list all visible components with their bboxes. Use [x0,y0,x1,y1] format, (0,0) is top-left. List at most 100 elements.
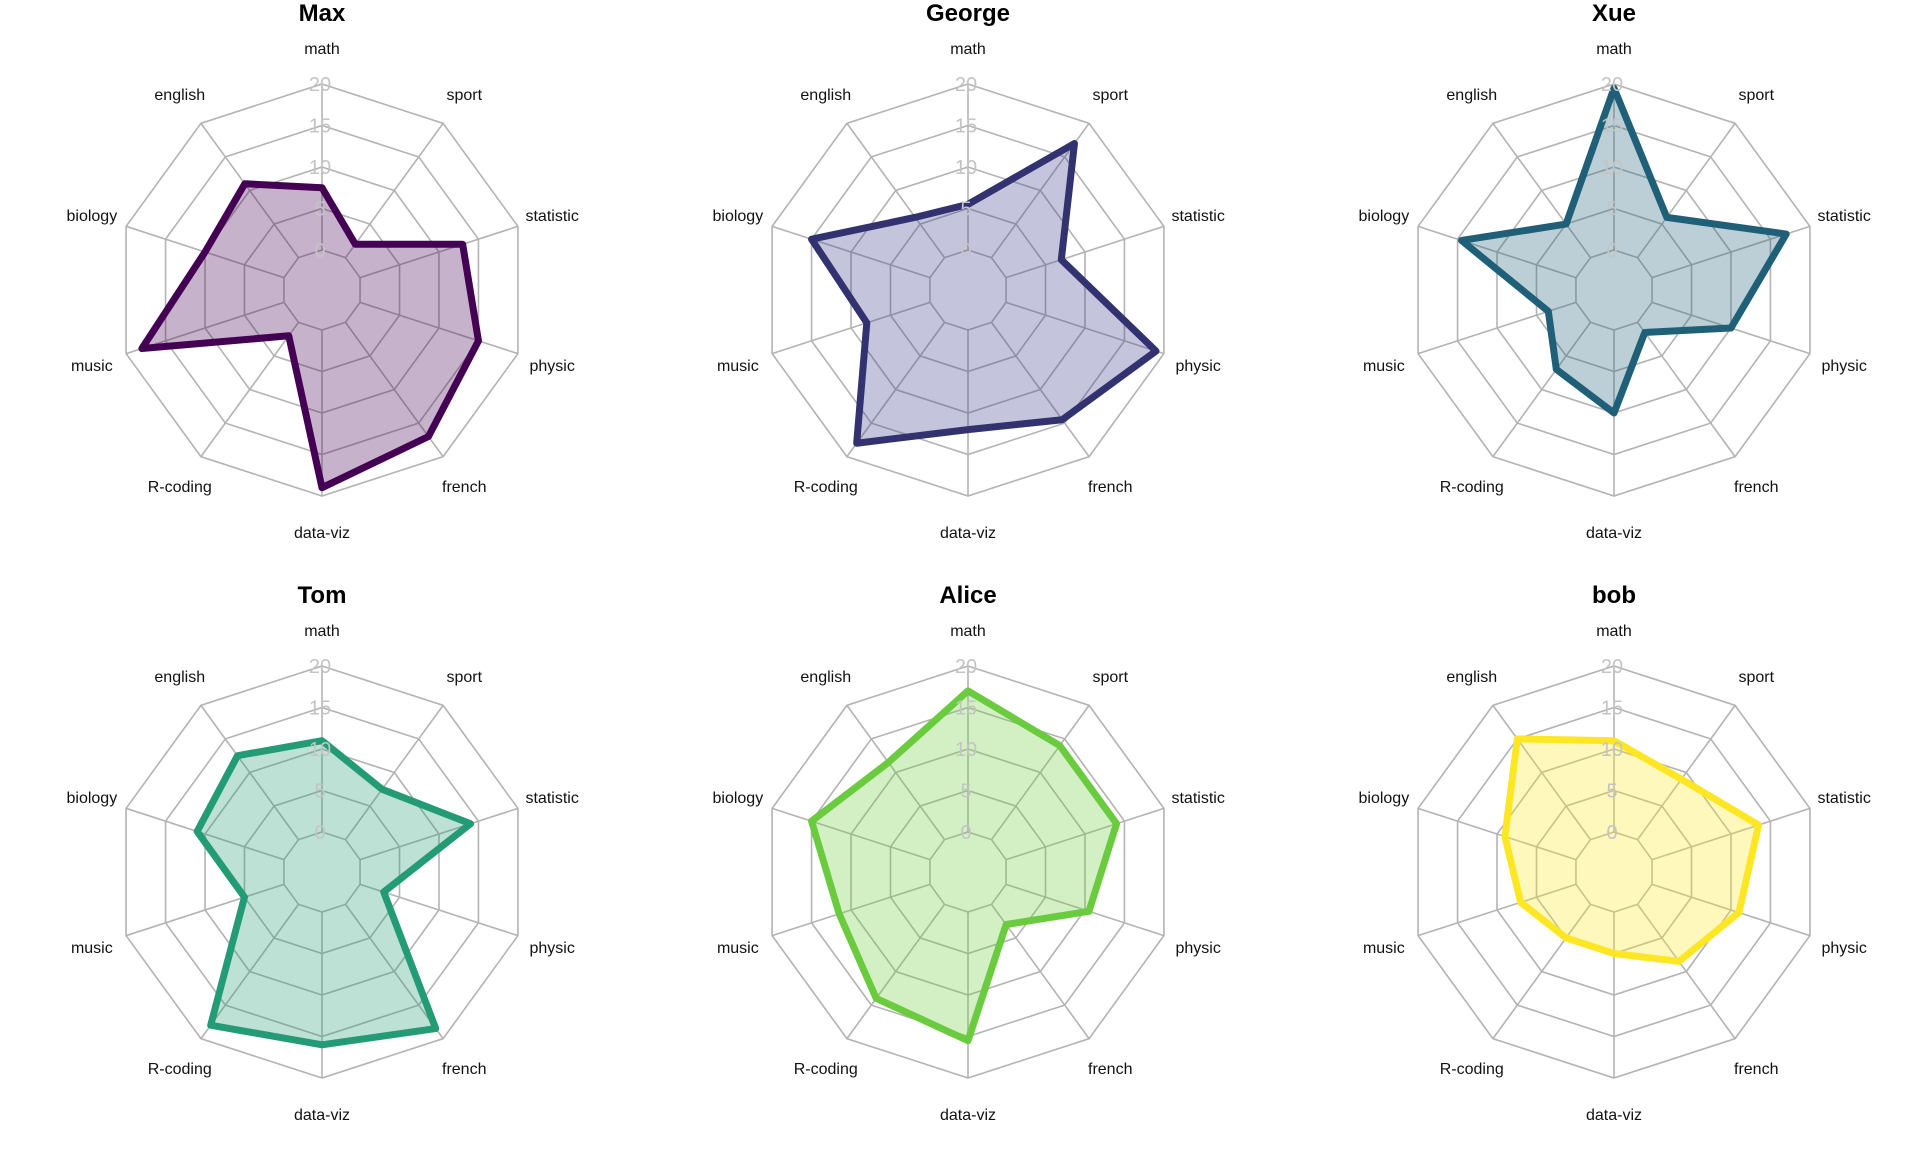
axis-label: english [1446,669,1497,686]
grid-spoke [359,301,519,355]
axis-label: physic [529,940,574,957]
axis-label: R-coding [794,1061,858,1078]
tick-label: 20 [309,656,331,678]
grid-spoke [846,704,946,841]
axis-label: data-viz [294,1107,350,1124]
tick-label: 5 [314,199,325,221]
axis-label: R-coding [1440,1061,1504,1078]
grid-spoke [1636,122,1736,259]
axis-label: music [71,358,113,375]
series-line [193,737,475,1049]
axis-label: math [1596,41,1632,58]
grid-spoke [344,903,444,1040]
axis-label: sport [1092,87,1128,104]
axis-label: math [950,41,986,58]
grid-spoke [344,704,444,841]
axis-label: physic [1175,940,1220,957]
grid-spoke [200,903,300,1040]
axis-label: statistic [1171,208,1224,225]
axis-label: biology [712,790,763,807]
axis-label: data-viz [940,525,996,542]
grid-spoke [1492,321,1592,458]
chart-title: Xue [1592,0,1636,27]
axis-label: english [154,87,205,104]
tick-label: 15 [1601,116,1623,138]
axis-label: biology [1358,208,1409,225]
axis-label: math [950,623,986,640]
axis-label: music [71,940,113,957]
axis-label: physic [529,358,574,375]
tick-label: 15 [309,698,331,720]
axis-label: R-coding [148,479,212,496]
grid-spoke [1417,225,1577,279]
grid-spoke [1492,903,1592,1040]
grid-spoke [1005,301,1165,355]
tick-label: 0 [1606,240,1617,262]
tick-label: 0 [960,240,971,262]
tick-label: 0 [1606,822,1617,844]
axis-label: math [304,623,340,640]
axis-label: R-coding [794,479,858,496]
series-area [141,183,479,488]
tick-label: 10 [955,739,977,761]
chart-title: Tom [298,582,347,609]
tick-label: 5 [960,199,971,221]
axis-label: sport [1738,669,1774,686]
grid-spoke [846,903,946,1040]
tick-label: 5 [960,781,971,803]
grid-spoke [1636,903,1736,1040]
series-area [197,740,471,1045]
radar-chart-bob: 0 5 10 15 20 math sport statistic physic french da… [1358,582,1870,1124]
axis-label: biology [712,208,763,225]
grid-spoke [1636,704,1736,841]
axis-label: statistic [525,208,578,225]
radar-chart-max: 0 5 10 15 20 math sport statistic physic french da… [66,0,578,542]
axis-label: physic [1821,358,1866,375]
grid-spoke [771,807,931,861]
grid-spoke [846,122,946,259]
axis-label: sport [446,87,482,104]
grid-spoke [771,225,931,279]
series-line [138,180,482,492]
radar-chart-alice: 0 5 10 15 20 math sport statistic physic french da… [712,582,1224,1124]
grid-spoke [990,321,1090,458]
axis-label: data-viz [940,1107,996,1124]
axis-label: data-viz [294,525,350,542]
series-line [1457,84,1790,417]
tick-label: 10 [309,157,331,179]
grid-spoke [1492,122,1592,259]
axis-label: music [1363,358,1405,375]
axis-label: R-coding [1440,479,1504,496]
radar-chart-george: 0 5 10 15 20 math sport statistic physic french da… [712,0,1224,542]
grid-spoke [846,321,946,458]
tick-label: 20 [1601,74,1623,96]
tick-label: 20 [955,656,977,678]
series-line [1501,735,1763,965]
axis-label: statistic [1817,208,1870,225]
axis-label: biology [1358,790,1409,807]
axis-label: data-viz [1586,1107,1642,1124]
tick-label: 15 [955,698,977,720]
axis-label: music [717,358,759,375]
tick-label: 20 [1601,656,1623,678]
grid-spoke [200,321,300,458]
radar-chart-xue: 0 5 10 15 20 math sport statistic physic french da… [1358,0,1870,542]
chart-title: Alice [939,582,996,609]
grid-spoke [200,704,300,841]
axis-label: statistic [1817,790,1870,807]
tick-label: 20 [309,74,331,96]
axis-label: R-coding [148,1061,212,1078]
radar-chart-tom: 0 5 10 15 20 math sport statistic physic french da… [66,582,578,1124]
axis-label: french [442,479,486,496]
axis-label: sport [1738,87,1774,104]
axis-label: sport [1092,669,1128,686]
grid-spoke [344,122,444,259]
tick-label: 15 [309,116,331,138]
axis-label: math [304,41,340,58]
axis-label: math [1596,623,1632,640]
tick-label: 10 [1601,157,1623,179]
tick-label: 5 [314,781,325,803]
grid-spoke [1417,883,1577,937]
tick-label: 15 [955,116,977,138]
